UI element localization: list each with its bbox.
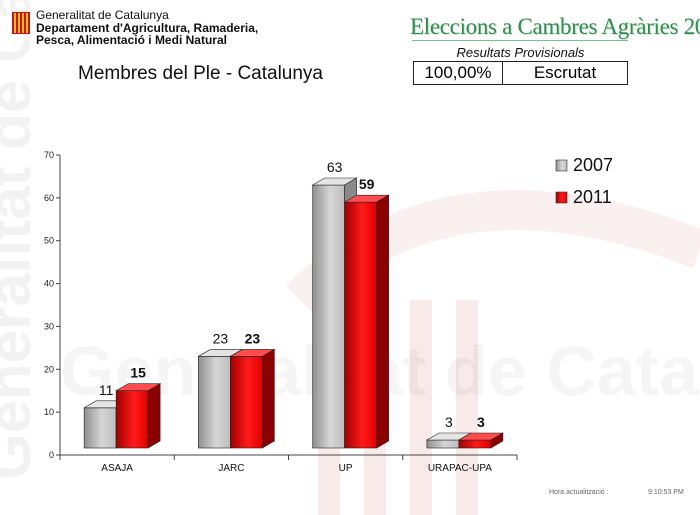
y-tick-label: 40 — [44, 279, 54, 289]
bar-2011 — [230, 356, 263, 449]
legend-label-2011: 2011 — [573, 187, 612, 207]
organization-name: Generalitat de Catalunya Departament d'A… — [36, 9, 258, 47]
y-tick-label: 20 — [44, 364, 54, 374]
data-label: 63 — [327, 159, 343, 175]
update-time: 9:10:53 PM — [648, 489, 684, 496]
y-tick-label: 50 — [44, 236, 54, 246]
data-label: 23 — [213, 330, 229, 346]
org-line-2: Departament d'Agricultura, Ramaderia, — [36, 20, 259, 35]
update-time-label: Hora actualització : — [549, 489, 609, 496]
page-title: Membres del Ple - Catalunya — [78, 63, 323, 84]
bar-2007 — [198, 356, 231, 449]
y-tick-label: 10 — [44, 407, 54, 417]
data-label: 59 — [359, 176, 375, 192]
data-label: 23 — [245, 330, 261, 346]
data-label: 3 — [477, 414, 485, 430]
data-label: 3 — [445, 414, 453, 430]
count-status: Escrutat — [533, 63, 597, 82]
data-label: 15 — [130, 365, 146, 381]
count-status-box: 100,00% Escrutat — [413, 61, 628, 85]
bar-side-2011 — [147, 383, 161, 449]
bar-side-2011 — [376, 194, 389, 449]
bar-2007 — [83, 407, 117, 449]
org-line-3: Pesca, Alimentació i Medi Natural — [36, 33, 227, 47]
org-line-1: Generalitat de Catalunya — [36, 8, 169, 22]
y-tick-label: 0 — [49, 450, 54, 460]
x-tick-label: ASAJA — [101, 463, 133, 474]
results-caption: Resultats Provisionals — [456, 45, 585, 60]
x-tick-label: JARC — [218, 463, 244, 474]
generalitat-logo-icon — [12, 12, 30, 34]
y-tick-label: 70 — [44, 150, 54, 160]
y-tick-label: 30 — [44, 321, 54, 331]
legend-swatch-2011 — [555, 191, 568, 204]
x-tick-label: URAPAC-UPA — [428, 463, 492, 474]
bar-2011 — [344, 201, 377, 449]
event-underline — [412, 40, 628, 41]
event-title: Eleccions a Cambres Agràries 2011 — [410, 14, 700, 39]
bar-side-2011 — [262, 348, 275, 449]
legend-swatch-2007 — [555, 159, 568, 172]
bar-2007 — [312, 184, 345, 449]
x-tick-label: UP — [339, 463, 353, 474]
data-label: 11 — [99, 382, 114, 398]
bar-side-2011 — [490, 432, 504, 449]
bar-2007 — [426, 439, 460, 449]
percent-counted: 100,00% — [414, 62, 503, 84]
legend-label-2007: 2007 — [573, 155, 613, 175]
y-tick-label: 60 — [44, 193, 54, 203]
bar-2011 — [458, 439, 492, 449]
bar-2011 — [115, 390, 149, 449]
